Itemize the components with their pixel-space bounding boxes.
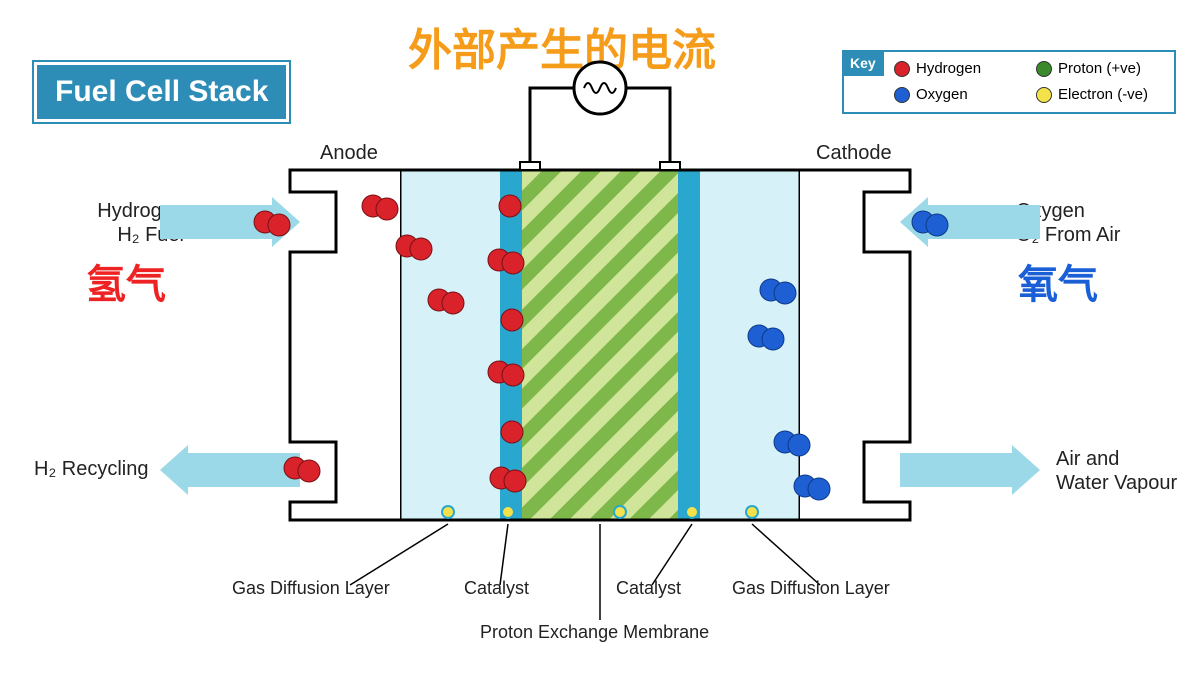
diagram-svg [0,0,1200,675]
diagram-root: { "canvas":{"w":1200,"h":675,"bg":"#ffff… [0,0,1200,675]
